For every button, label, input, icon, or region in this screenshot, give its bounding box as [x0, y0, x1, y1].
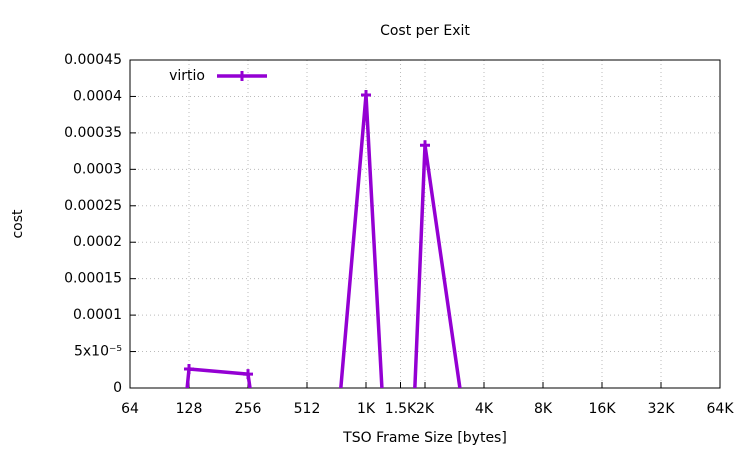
x-tick-label: 1K	[357, 401, 376, 417]
y-tick-label: 0.00035	[64, 125, 122, 141]
x-axis-label: TSO Frame Size [bytes]	[342, 430, 507, 446]
y-tick-label: 0.0001	[73, 307, 122, 323]
y-tick-label: 0.00025	[64, 198, 122, 214]
point	[420, 140, 430, 151]
x-tick-label: 1.5K	[385, 401, 417, 417]
y-tick-label: 0.0002	[73, 234, 122, 250]
point	[237, 71, 247, 81]
point	[243, 369, 253, 380]
x-tick-label: 64K	[707, 401, 735, 417]
y-tick-label: 5x10⁻⁵	[74, 344, 122, 360]
y-tick-label: 0.00015	[64, 271, 122, 287]
x-tick-label: 32K	[648, 401, 676, 417]
chart-title: Cost per Exit	[380, 23, 470, 39]
y-tick-label: 0.00045	[64, 52, 122, 68]
point	[361, 89, 371, 100]
x-tick-label: 8K	[534, 401, 553, 417]
x-tick-label: 16K	[589, 401, 617, 417]
x-tick-label: 2K	[416, 401, 435, 417]
y-axis-label: cost	[10, 209, 26, 239]
x-tick-label: 128	[176, 401, 203, 417]
line	[185, 93, 462, 388]
x-tick-label: 64	[121, 401, 139, 417]
y-tick-label: 0.0003	[73, 161, 122, 177]
x-tick-label: 512	[294, 401, 321, 417]
x-tick-label: 256	[235, 401, 262, 417]
y-tick-label: 0.0004	[73, 88, 122, 104]
plot-area	[184, 89, 462, 388]
y-tick-label: 0	[113, 380, 122, 396]
legend-label: virtio	[169, 68, 205, 84]
point	[184, 364, 194, 375]
x-tick-label: 4K	[475, 401, 494, 417]
plot-frame	[129, 59, 721, 389]
